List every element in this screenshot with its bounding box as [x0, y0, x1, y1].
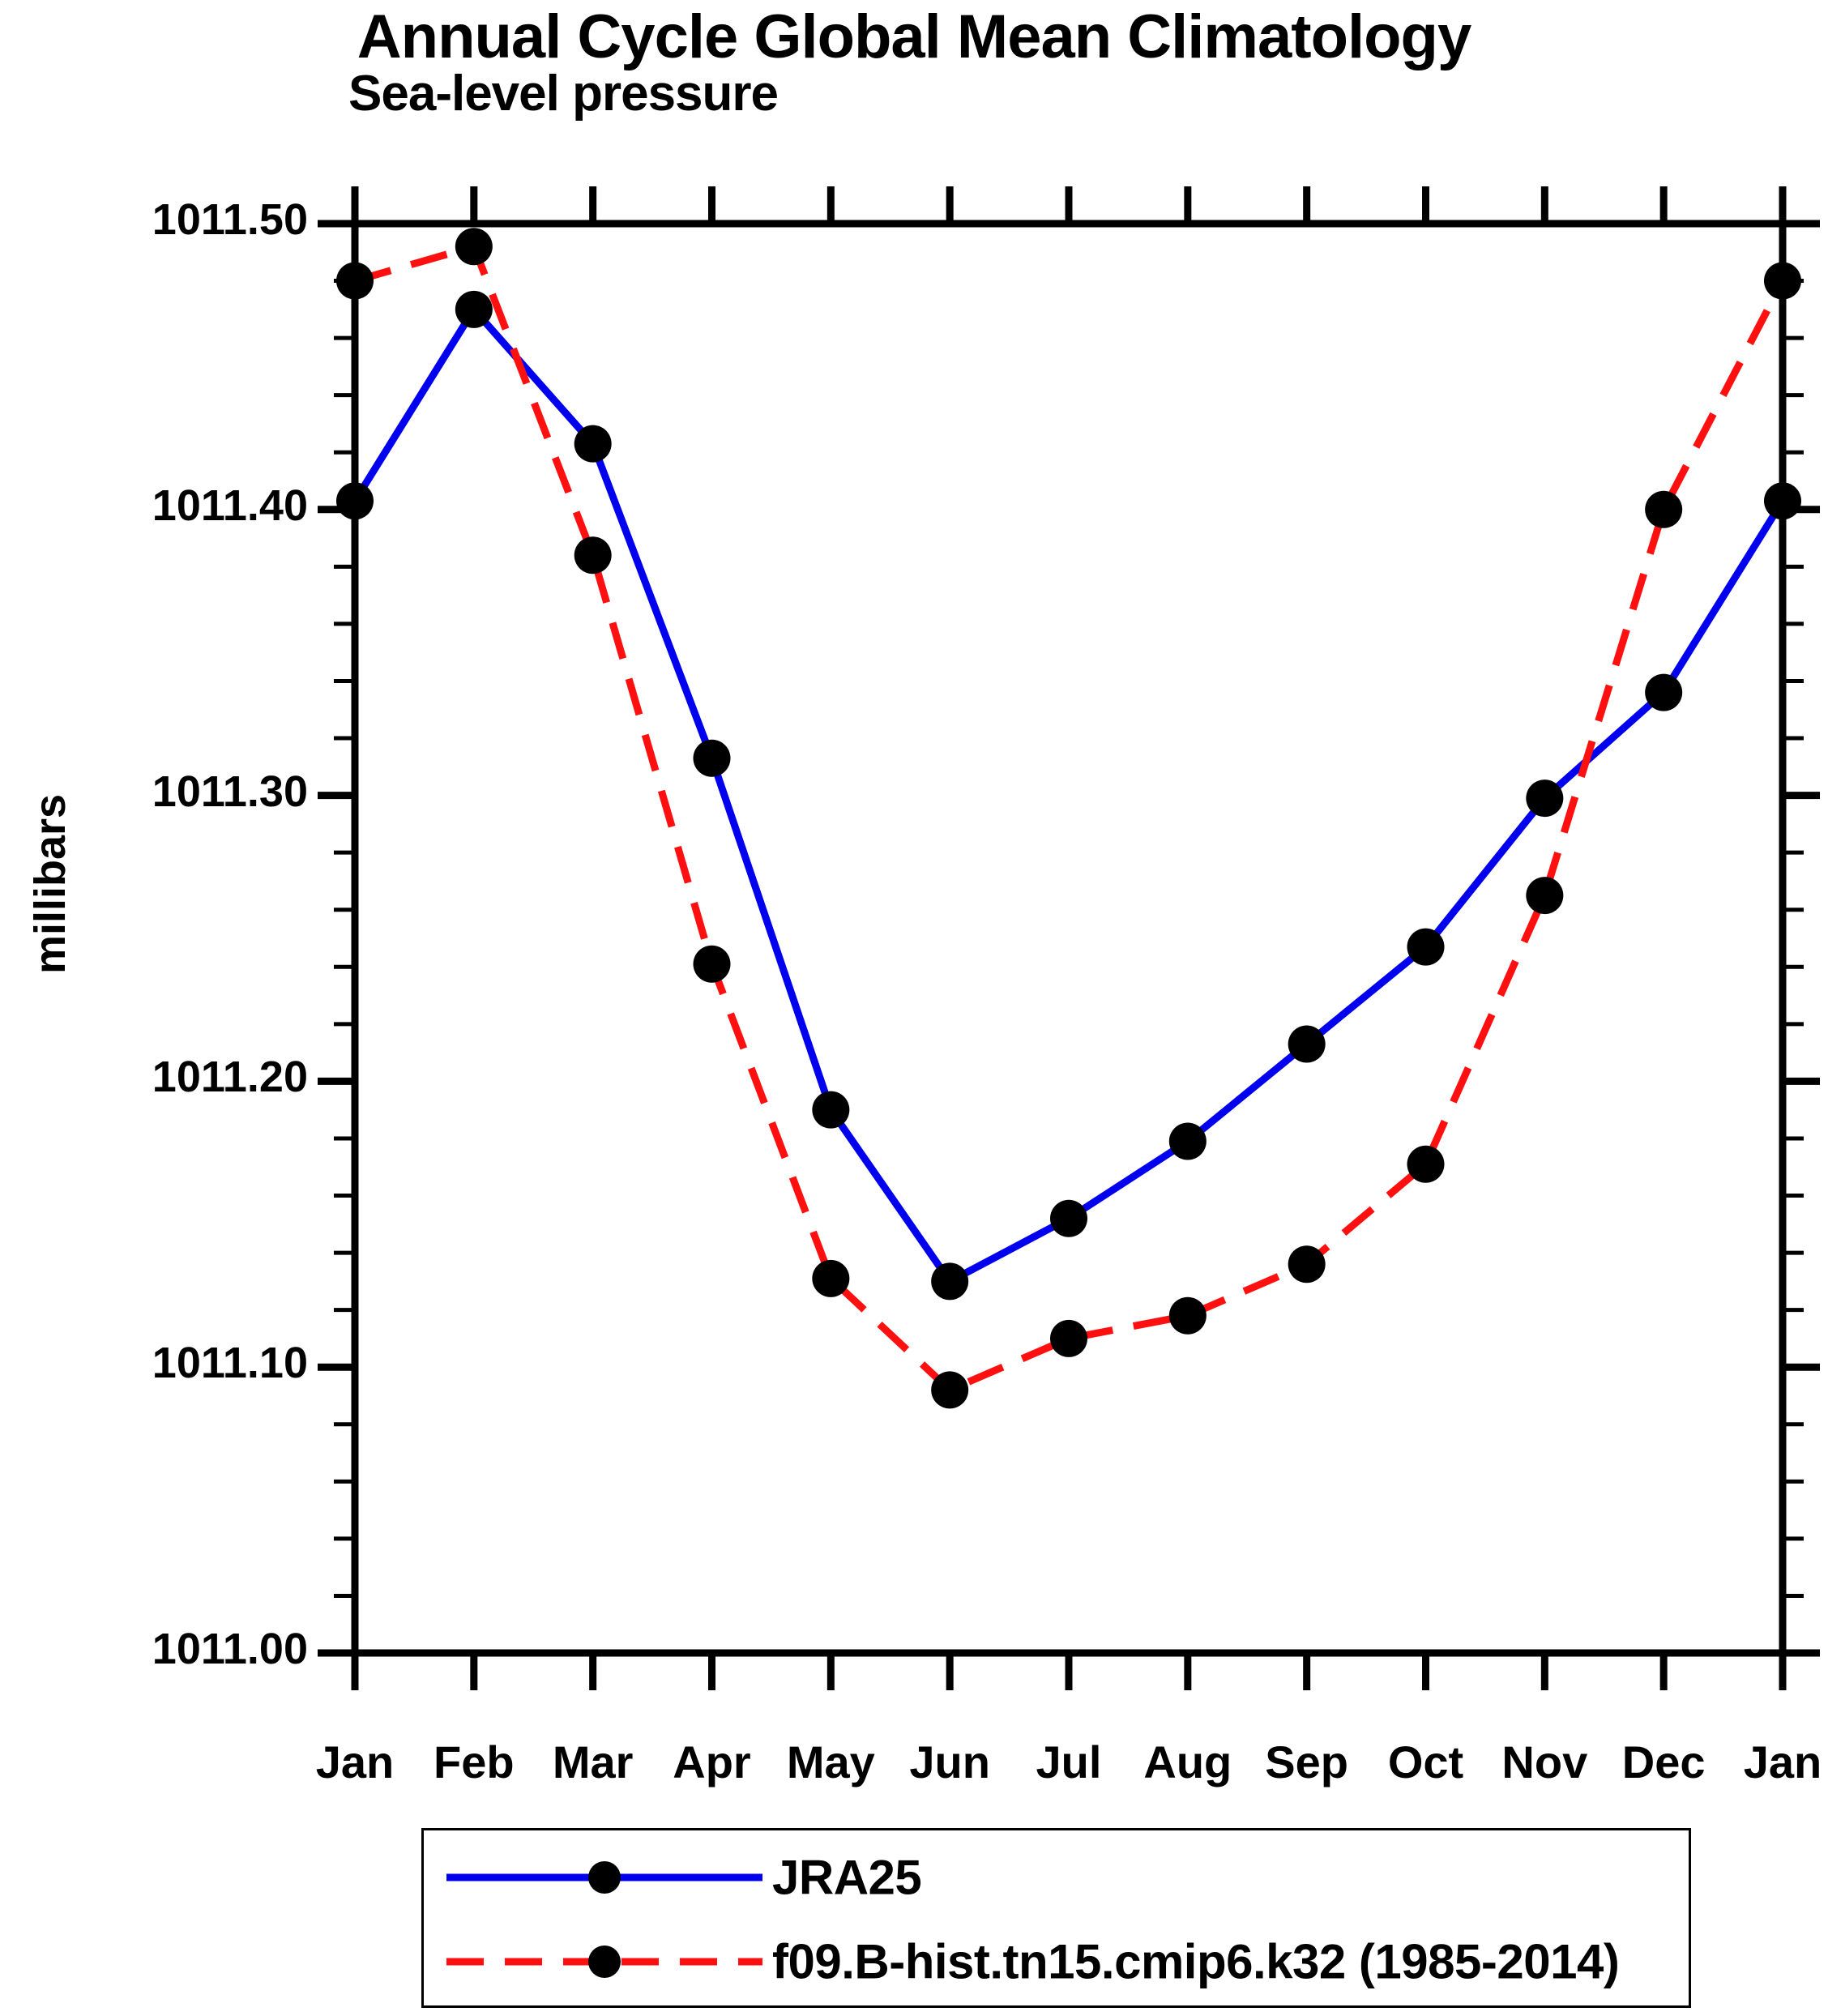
y-tick-label: 1011.40: [152, 481, 308, 530]
legend-row-0[interactable]: JRA25: [424, 1837, 1689, 1918]
data-point-marker: [812, 1091, 850, 1129]
chart-title: Annual Cycle Global Mean Climatology: [357, 2, 1471, 71]
legend-line-sample-model: [446, 1946, 762, 1978]
data-point-marker: [693, 945, 731, 983]
data-point-marker: [931, 1371, 969, 1409]
data-point-marker: [693, 739, 731, 777]
data-point-marker: [574, 425, 612, 463]
data-markers: [336, 228, 1801, 1409]
data-point-marker: [1050, 1199, 1087, 1237]
y-tick-label: 1011.00: [152, 1625, 308, 1673]
x-tick-label: Apr: [673, 1736, 751, 1787]
data-point-marker: [1050, 1319, 1087, 1357]
series-line-0: [352, 305, 1786, 1285]
data-point-marker: [1764, 482, 1801, 520]
data-point-marker: [1288, 1025, 1326, 1063]
axis-ticks: [318, 186, 1820, 1690]
data-point-marker: [574, 536, 612, 574]
x-tick-label: Dec: [1621, 1736, 1706, 1787]
data-point-marker: [1288, 1245, 1326, 1283]
x-tick-label: Jan: [315, 1736, 395, 1787]
data-point-marker: [812, 1259, 850, 1297]
data-point-marker: [336, 262, 374, 300]
y-tick-label: 1011.50: [152, 195, 308, 244]
data-point-marker: [1764, 262, 1801, 300]
data-point-marker: [931, 1262, 969, 1301]
x-tick-label: May: [786, 1736, 875, 1787]
data-point-marker: [1168, 1296, 1207, 1335]
data-point-marker: [336, 482, 374, 520]
data-point-marker: [1526, 779, 1564, 818]
x-tick-label: Sep: [1265, 1736, 1348, 1787]
data-point-marker: [1526, 877, 1564, 915]
legend: JRA25 f09.B-hist.tn15.cmip6.k32 (1985-20…: [421, 1828, 1691, 2008]
x-tick-label: Jun: [909, 1736, 990, 1787]
x-tick-label: Aug: [1143, 1736, 1232, 1787]
data-point-marker: [455, 228, 493, 266]
data-point-marker: [1407, 928, 1445, 966]
legend-row-1[interactable]: f09.B-hist.tn15.cmip6.k32 (1985-2014): [424, 1921, 1689, 2002]
axis-frame: [351, 220, 1787, 1657]
x-tick-label: Mar: [552, 1736, 634, 1787]
legend-line-sample-jra25: [446, 1861, 762, 1894]
chart-subtitle: Sea-level pressure: [348, 66, 779, 122]
y-tick-label: 1011.30: [152, 767, 308, 816]
x-tick-label: Nov: [1501, 1736, 1588, 1787]
data-point-marker: [1168, 1122, 1207, 1160]
y-tick-label: 1011.10: [152, 1339, 308, 1388]
y-tick-label: 1011.20: [152, 1053, 308, 1102]
data-point-marker: [1407, 1145, 1445, 1183]
data-point-marker: [455, 290, 493, 328]
x-tick-label: Feb: [434, 1736, 515, 1787]
data-point-marker: [1645, 490, 1683, 528]
x-tick-label: Oct: [1387, 1736, 1464, 1787]
legend-label-model: f09.B-hist.tn15.cmip6.k32 (1985-2014): [772, 1934, 1620, 1989]
legend-label-jra25: JRA25: [772, 1850, 922, 1905]
data-point-marker: [1645, 673, 1683, 711]
x-tick-label: Jan: [1743, 1736, 1822, 1787]
x-tick-label: Jul: [1036, 1736, 1102, 1787]
